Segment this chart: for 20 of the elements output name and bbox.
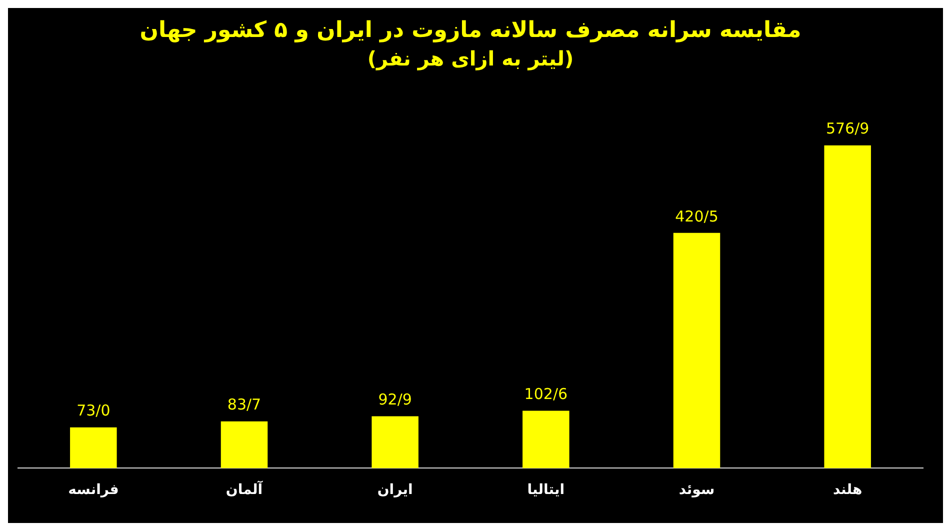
x-tick-label: هلند	[832, 482, 862, 498]
x-tick-label: آلمان	[226, 480, 264, 498]
bar	[372, 416, 418, 468]
data-label: 102/6	[524, 385, 568, 404]
bar	[824, 145, 871, 468]
chart-title: مقایسه سرانه مصرف سالانه مازوت در ایران و ۵ کشور جهان	[140, 18, 802, 43]
data-label: 83/7	[227, 396, 262, 414]
chart-subtitle: (لیتر به ازای هر نفر)	[367, 46, 574, 71]
x-tick-label: ایران	[377, 482, 413, 498]
x-tick-label: سوئد	[678, 482, 715, 498]
bar	[522, 410, 570, 468]
bar	[70, 427, 117, 468]
data-label: 420/5	[675, 207, 718, 226]
bar	[673, 232, 720, 468]
x-tick-label: ایتالیا	[527, 482, 565, 498]
data-label: 73/0	[76, 402, 110, 420]
bar	[220, 421, 268, 468]
x-tick-label: فرانسه	[68, 482, 119, 498]
data-label: 576/9	[826, 120, 870, 138]
data-label: 92/9	[378, 390, 412, 409]
